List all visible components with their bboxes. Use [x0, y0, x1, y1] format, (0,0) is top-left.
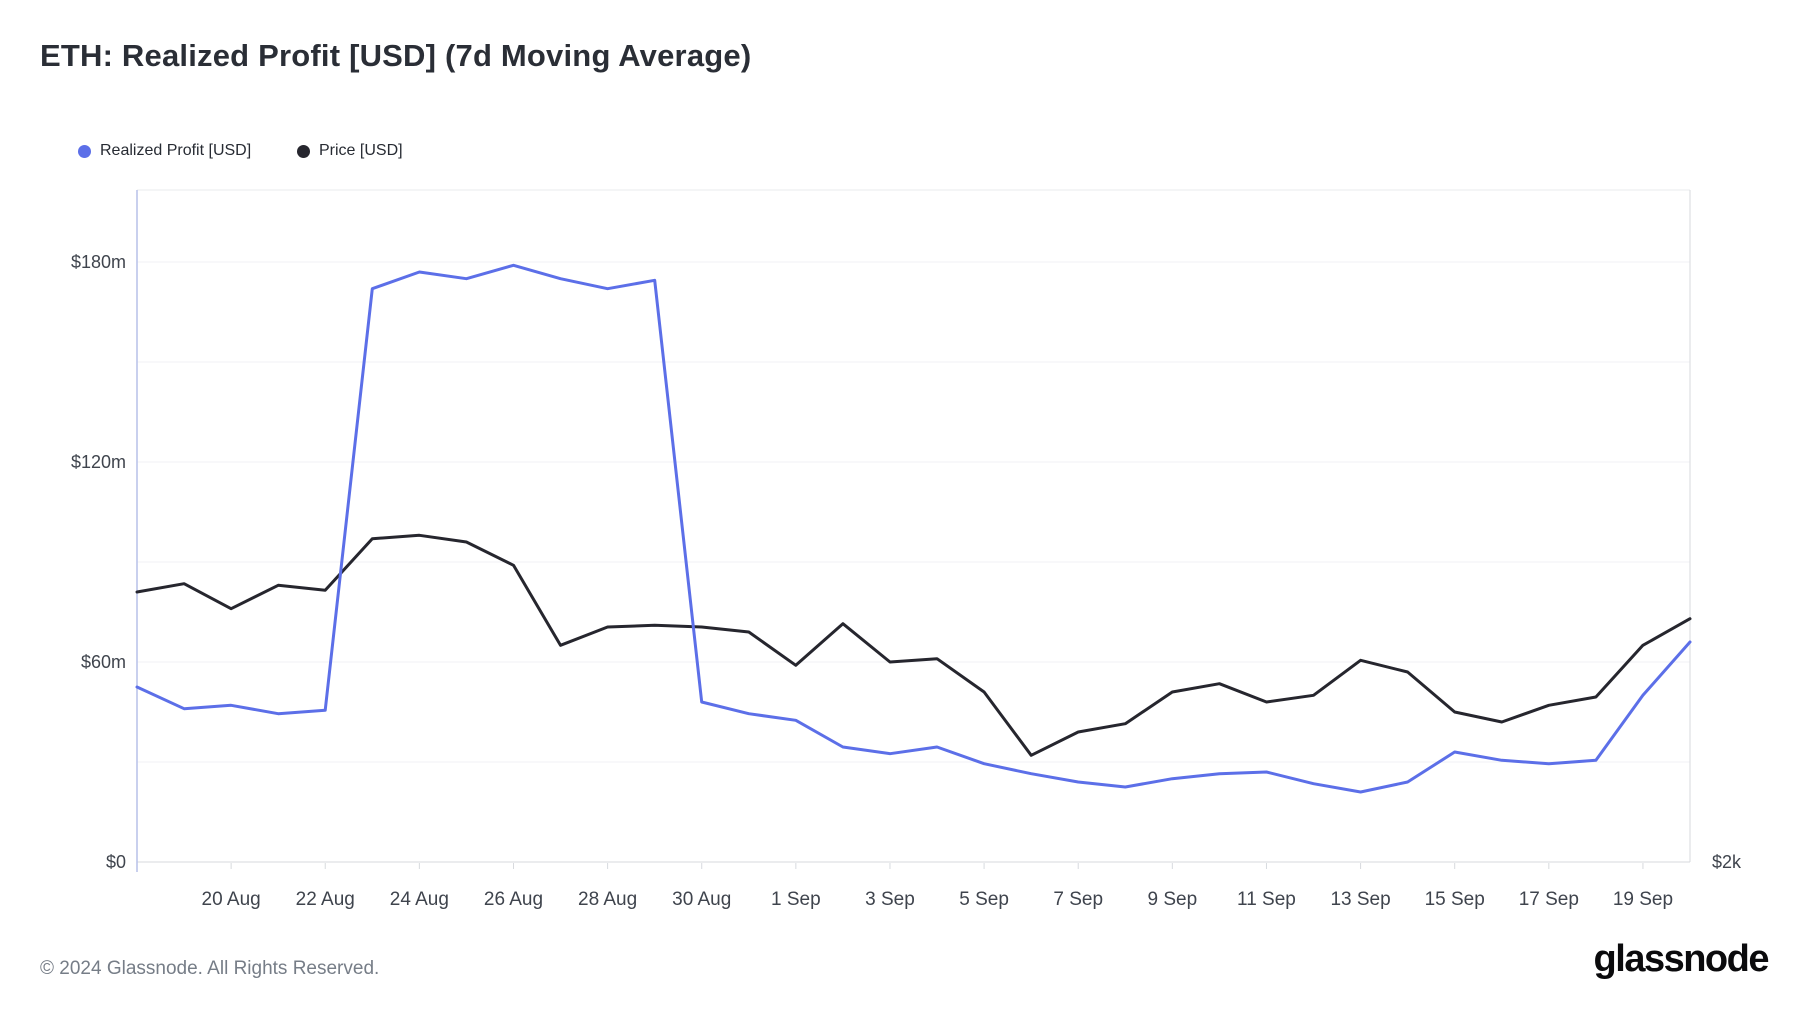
x-axis-label-30-Aug: 30 Aug	[672, 889, 731, 910]
y-axis-label-60m: $60m	[81, 652, 126, 672]
x-axis-label-1-Sep: 1 Sep	[771, 889, 821, 910]
y-axis-label-180m: $180m	[71, 252, 126, 272]
y-axis-label-120m: $120m	[71, 452, 126, 472]
y-axis-right-label: $2k	[1712, 852, 1742, 872]
realized-profit-legend-dot-icon	[78, 144, 91, 158]
x-axis-label-9-Sep: 9 Sep	[1148, 889, 1198, 910]
x-axis-label-26-Aug: 26 Aug	[484, 889, 543, 910]
copyright-text: © 2024 Glassnode. All Rights Reserved.	[40, 958, 380, 979]
x-axis-label-3-Sep: 3 Sep	[865, 889, 915, 910]
x-axis-label-22-Aug: 22 Aug	[296, 889, 355, 910]
x-axis-label-20-Aug: 20 Aug	[202, 889, 261, 910]
x-axis-label-15-Sep: 15 Sep	[1425, 889, 1485, 910]
x-axis-label-17-Sep: 17 Sep	[1519, 889, 1579, 910]
x-axis-label-11-Sep: 11 Sep	[1237, 889, 1296, 910]
price-legend-dot-icon	[297, 144, 310, 158]
realized-profit-line[interactable]	[135, 263, 1692, 794]
legend-item-realized-profit[interactable]: Realized Profit [USD]	[78, 142, 251, 160]
y-axis-label-0m: $0	[106, 852, 126, 872]
x-axis-label-5-Sep: 5 Sep	[959, 889, 1009, 910]
x-axis-label-7-Sep: 7 Sep	[1053, 889, 1103, 910]
x-axis-label-19-Sep: 19 Sep	[1613, 889, 1673, 910]
x-axis-label-28-Aug: 28 Aug	[578, 889, 637, 910]
page-title: ETH: Realized Profit [USD] (7d Moving Av…	[40, 38, 752, 73]
glassnode-logo: glassnode	[1593, 938, 1770, 980]
price-line[interactable]	[135, 533, 1692, 757]
legend-item-label: Realized Profit [USD]	[100, 142, 252, 159]
legend-item-label: Price [USD]	[319, 142, 403, 159]
legend-item-price[interactable]: Price [USD]	[297, 142, 403, 160]
x-axis-label-13-Sep: 13 Sep	[1330, 889, 1390, 910]
x-axis-label-24-Aug: 24 Aug	[390, 889, 449, 910]
